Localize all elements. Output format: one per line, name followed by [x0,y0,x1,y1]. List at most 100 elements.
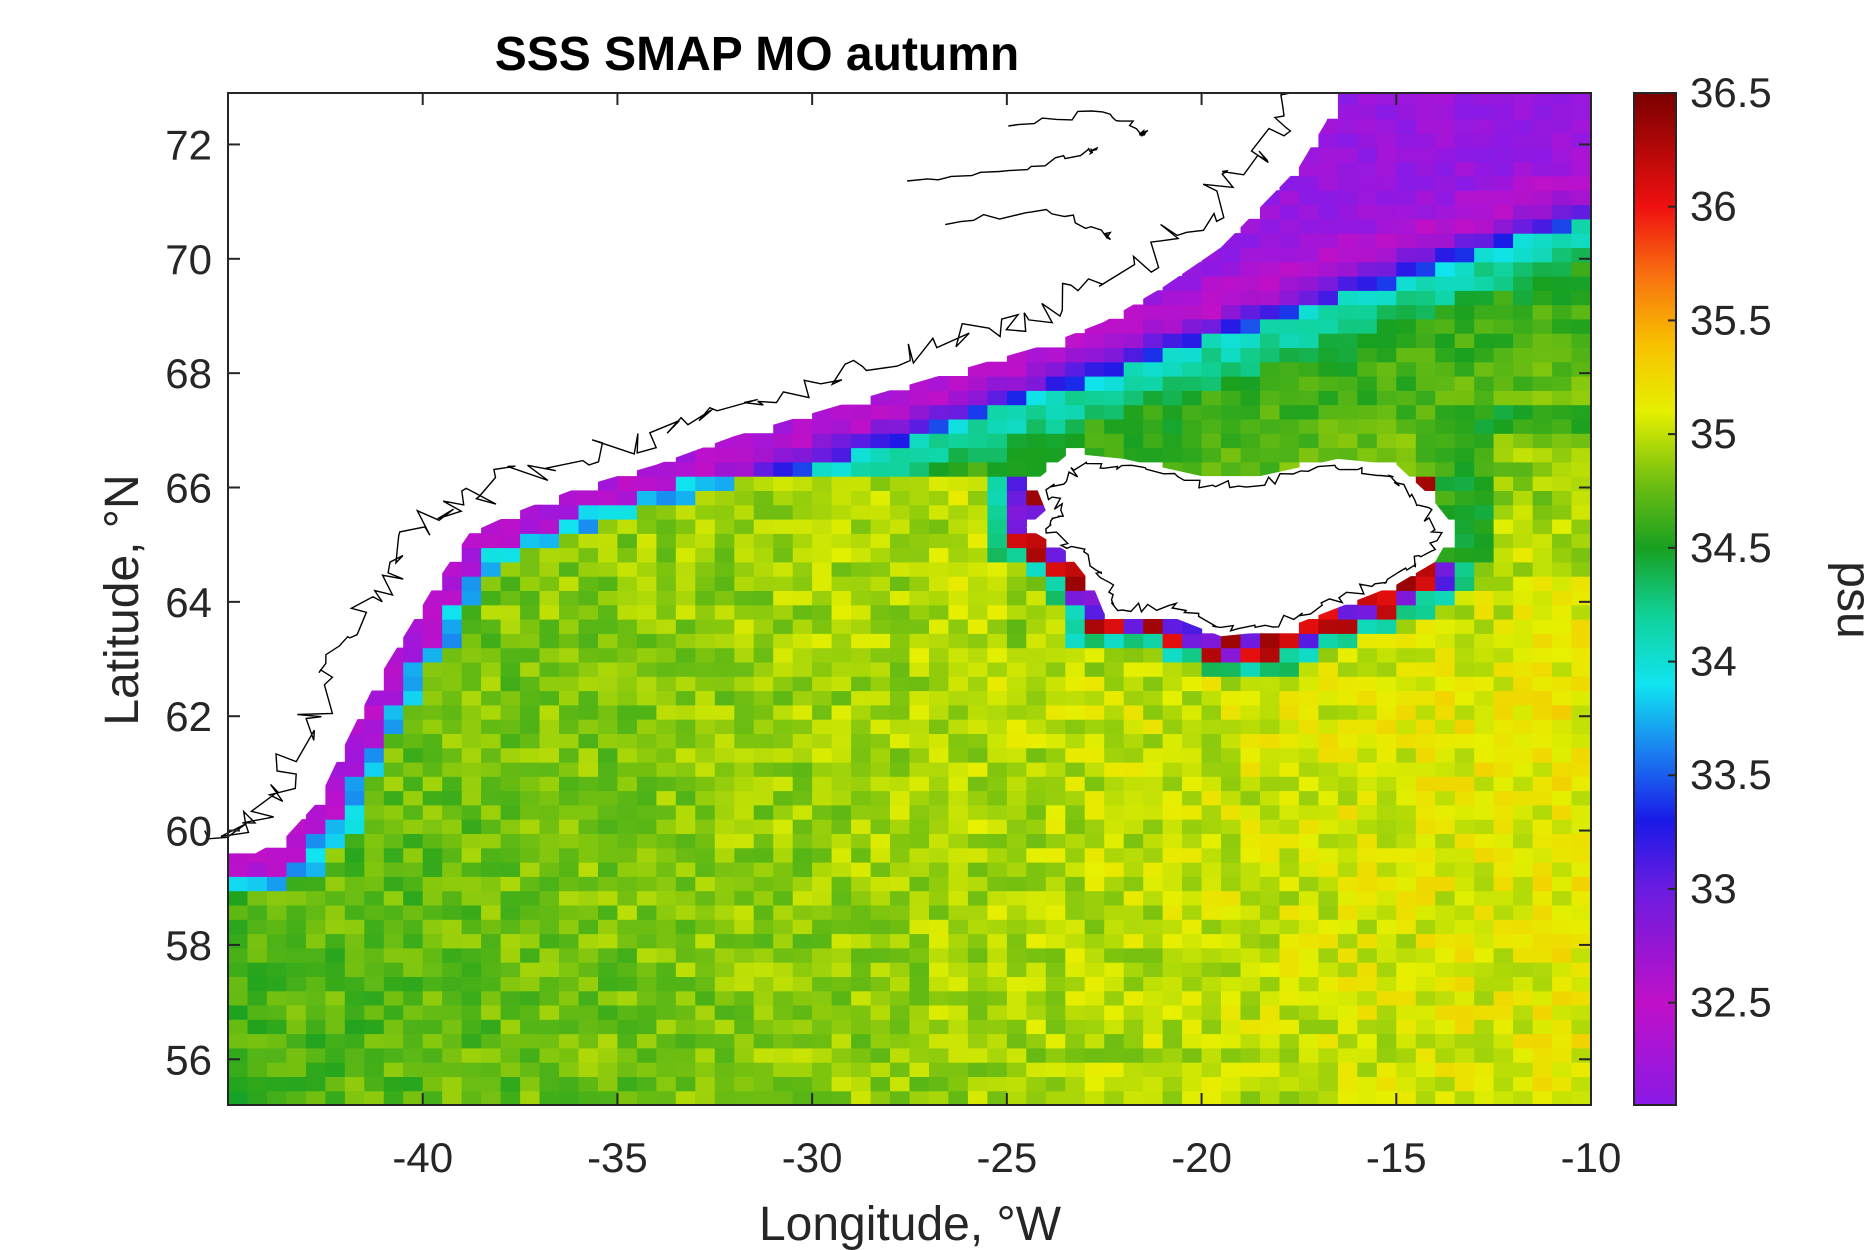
salinity-cell [1376,833,1397,849]
salinity-cell [695,790,716,806]
salinity-cell [1104,661,1125,677]
salinity-cell [812,647,833,663]
salinity-cell [520,690,541,706]
salinity-cell [851,1004,872,1020]
salinity-cell [520,747,541,763]
salinity-cell [1552,804,1573,820]
salinity-cell [1065,404,1086,420]
salinity-cell [1298,876,1319,892]
salinity-cell [890,862,911,877]
salinity-cell [383,833,404,849]
salinity-cell [734,819,755,834]
salinity-cell [383,847,404,863]
salinity-cell [987,661,1008,677]
salinity-cell [870,547,891,563]
salinity-cell [1045,933,1066,949]
iceland-land [1026,453,1455,637]
salinity-cell [617,1019,638,1035]
salinity-cell [1045,962,1066,977]
salinity-cell [1396,147,1417,163]
salinity-cell [675,1062,696,1077]
salinity-cell [987,676,1008,692]
salinity-cell [636,719,657,734]
salinity-cell [1454,976,1475,992]
salinity-cell [1454,676,1475,692]
salinity-cell [1415,390,1436,406]
salinity-cell [403,661,424,677]
salinity-cell [1532,733,1553,749]
salinity-cell [1279,1062,1300,1077]
salinity-cell [520,847,541,863]
salinity-cell [364,990,385,1006]
salinity-cell [1240,1047,1261,1063]
salinity-cell [481,747,502,763]
salinity-cell [1298,704,1319,720]
salinity-cell [1571,147,1592,163]
salinity-cell [695,1033,716,1049]
salinity-cell [1221,719,1242,734]
salinity-cell [305,990,326,1006]
salinity-cell [675,461,696,477]
salinity-cell [305,1019,326,1035]
salinity-cell [1279,361,1300,377]
salinity-cell [1201,447,1222,463]
salinity-cell [1396,933,1417,949]
salinity-cell [1318,647,1339,663]
salinity-cell [1318,175,1339,191]
salinity-cell [442,847,463,863]
salinity-cell [890,404,911,420]
salinity-cell [1474,790,1495,806]
salinity-cell [890,1004,911,1020]
salinity-cell [1474,890,1495,906]
salinity-cell [851,1076,872,1092]
salinity-cell [1532,590,1553,606]
salinity-cell [461,690,482,706]
salinity-cell [1279,833,1300,849]
salinity-cell [1162,862,1183,877]
salinity-cell [1532,204,1553,220]
salinity-cell [559,990,580,1006]
salinity-cell [1552,747,1573,763]
salinity-cell [1435,461,1456,477]
salinity-cell [1435,318,1456,334]
salinity-cell [1201,1076,1222,1092]
salinity-cell [1006,404,1027,420]
salinity-cell [1376,204,1397,220]
salinity-cell [967,733,988,749]
salinity-cell [520,561,541,577]
salinity-cell [636,1019,657,1035]
salinity-cell [1454,947,1475,963]
salinity-cell [1532,347,1553,363]
salinity-cell [792,990,813,1006]
salinity-cell [461,862,482,877]
salinity-cell [695,733,716,749]
salinity-cell [1182,747,1203,763]
salinity-cell [1474,461,1495,477]
salinity-cell [1415,304,1436,320]
salinity-cell [1201,433,1222,449]
salinity-cell [383,661,404,677]
salinity-cell [675,890,696,906]
salinity-cell [1532,447,1553,463]
salinity-cell [247,919,268,935]
salinity-cell [734,1047,755,1063]
salinity-cell [403,833,424,849]
salinity-cell [266,1076,287,1092]
salinity-cell [1162,933,1183,949]
salinity-cell [1279,204,1300,220]
salinity-cell [1337,947,1358,963]
salinity-cell [967,776,988,792]
salinity-cell [1123,661,1144,677]
salinity-cell [1454,376,1475,391]
salinity-cell [266,990,287,1006]
salinity-cell [1182,647,1203,663]
salinity-cell [1123,376,1144,391]
salinity-cell [1045,447,1066,463]
salinity-cell [812,890,833,906]
salinity-cell [1162,847,1183,863]
salinity-cell [714,733,735,749]
salinity-cell [559,576,580,591]
salinity-cell [1337,318,1358,334]
salinity-cell [1006,676,1027,692]
salinity-cell [598,876,619,892]
